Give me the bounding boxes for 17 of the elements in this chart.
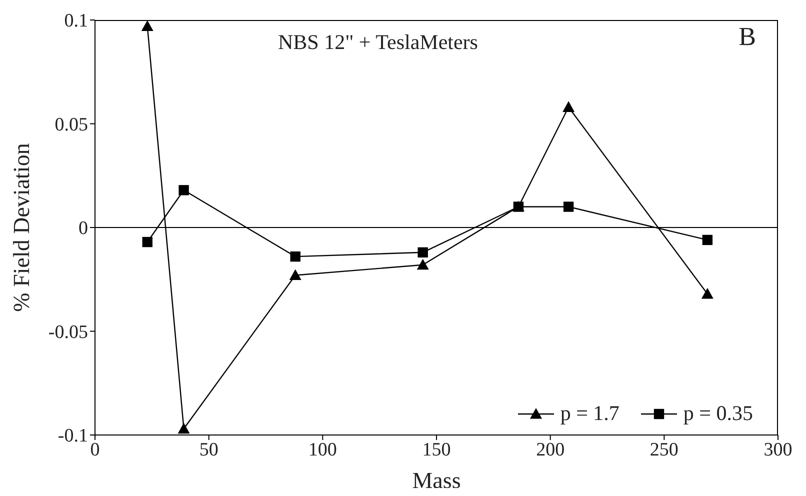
y-tick-label: 0.05 — [54, 114, 88, 136]
x-tick-label: 50 — [199, 439, 218, 460]
x-tick-label: 250 — [650, 439, 678, 460]
legend-label: p = 1.7 — [560, 401, 620, 426]
y-tick-label: 0 — [78, 218, 88, 240]
x-axis-title: Mass — [412, 468, 461, 493]
annotation: B — [738, 22, 756, 52]
x-tick-label: 150 — [422, 439, 451, 460]
y-axis-title: % Field Deviation — [9, 142, 34, 312]
y-tick-label: -0.1 — [58, 426, 88, 447]
x-tick-label: 100 — [308, 439, 337, 460]
legend-label: p = 0.35 — [683, 401, 753, 426]
y-tick-label: 0.1 — [64, 10, 88, 32]
x-tick-label: 300 — [764, 439, 792, 460]
x-tick-label: 200 — [536, 439, 565, 460]
y-tick-label: -0.05 — [48, 322, 88, 343]
annotation: NBS 12" + TeslaMeters — [278, 30, 478, 55]
